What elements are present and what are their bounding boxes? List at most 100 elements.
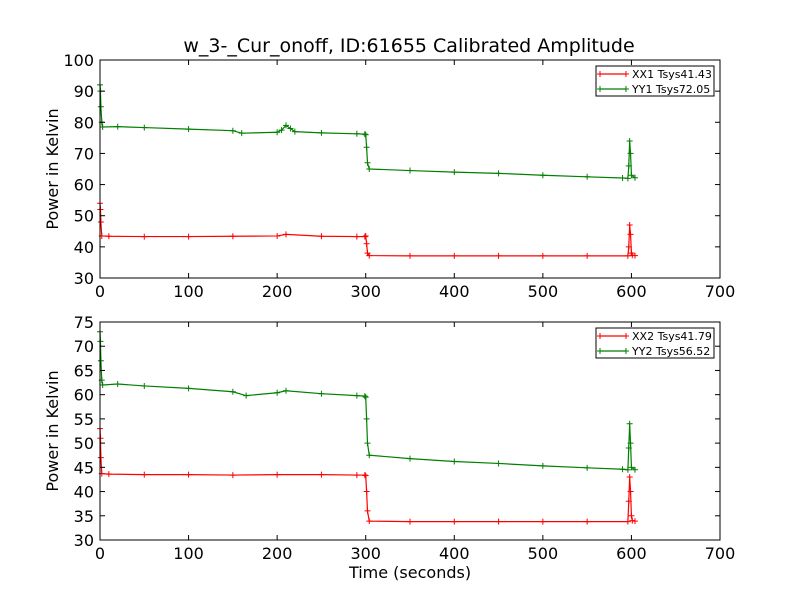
data-point — [141, 124, 148, 131]
x-tick-label: 600 — [616, 282, 647, 301]
legend-marker — [597, 333, 629, 339]
data-point — [627, 488, 634, 495]
data-point — [584, 464, 591, 471]
data-point — [238, 130, 245, 137]
data-point — [353, 392, 360, 399]
x-tick-label: 300 — [350, 544, 381, 563]
data-point — [407, 455, 413, 462]
legend: XX2 Tsys41.79 YY2 Tsys56.52 — [595, 327, 715, 359]
data-point — [539, 518, 546, 525]
series-2 — [97, 81, 638, 182]
data-point — [626, 222, 633, 229]
data-point — [353, 130, 360, 137]
x-tick-label: 700 — [705, 282, 736, 301]
data-point — [631, 252, 638, 259]
data-point — [495, 252, 502, 259]
panels: 0 100 200 300 400 500 600 70030405060708090100P… — [43, 51, 735, 582]
figure-title: w_3-_Cur_onoff, ID:61655 Calibrated Ampl… — [183, 35, 634, 57]
plot-frame — [99, 321, 721, 541]
y-tick-label: 50 — [74, 207, 94, 226]
data-point — [229, 472, 236, 479]
data-point — [364, 440, 371, 447]
data-point — [539, 462, 546, 469]
legend-label: YY2 Tsys56.52 — [631, 345, 710, 358]
data-point — [99, 123, 106, 130]
legend-marker — [597, 348, 629, 354]
x-tick-label: 300 — [350, 282, 381, 301]
data-point — [364, 507, 371, 514]
data-point — [99, 381, 106, 388]
data-point — [364, 159, 371, 166]
x-tick-label: 400 — [439, 544, 470, 563]
data-point — [451, 518, 458, 525]
data-point — [631, 174, 638, 181]
y-tick-label: 40 — [74, 238, 94, 257]
data-point — [114, 381, 121, 388]
data-point — [451, 458, 458, 465]
data-point — [627, 440, 634, 447]
x-tick-label: 700 — [705, 544, 736, 563]
data-point — [366, 252, 373, 259]
legend-marker — [597, 86, 629, 92]
x-tick-label: 600 — [616, 544, 647, 563]
panel-2: 0 100 200 300 400 500 600 700 30 35 40 45 50 55 60 65 70… — [43, 313, 735, 582]
data-point — [318, 471, 325, 478]
x-tick-label: 100 — [173, 282, 204, 301]
data-point — [619, 175, 626, 182]
data-point — [363, 240, 370, 247]
y-tick-label: 90 — [74, 82, 94, 101]
x-tick-label: 0 — [95, 282, 105, 301]
data-point — [451, 252, 458, 259]
data-point — [97, 357, 104, 364]
data-point — [141, 382, 148, 389]
series-line — [99, 428, 636, 523]
data-point — [539, 172, 546, 179]
y-tick-label: 75 — [74, 313, 94, 332]
y-tick-label: 40 — [74, 483, 94, 502]
data-point — [185, 126, 192, 133]
data-point — [105, 233, 112, 240]
legend-label: YY1 Tsys72.05 — [631, 83, 710, 96]
legend-label: XX2 Tsys41.79 — [632, 330, 712, 343]
y-tick-label: 70 — [74, 337, 94, 356]
data-point — [495, 460, 502, 467]
data-point — [283, 122, 289, 129]
data-point — [274, 232, 281, 239]
data-point — [185, 385, 192, 392]
data-point — [229, 127, 236, 134]
y-tick-label: 100 — [63, 51, 94, 70]
x-tick-label: 200 — [262, 282, 293, 301]
data-point — [361, 393, 368, 400]
y-tick-label: 70 — [74, 144, 94, 163]
series-1 — [97, 425, 638, 525]
data-point — [451, 169, 458, 176]
data-point — [114, 123, 121, 130]
data-point — [185, 471, 192, 478]
data-point — [624, 252, 631, 259]
data-point — [318, 129, 325, 136]
data-point — [318, 233, 325, 240]
legend-box — [595, 65, 715, 97]
data-point — [631, 466, 638, 473]
y-tick-label: 80 — [74, 113, 94, 132]
data-point — [495, 518, 502, 525]
data-point — [274, 471, 281, 478]
data-point — [366, 452, 373, 459]
data-point — [141, 471, 148, 478]
data-point — [141, 233, 148, 240]
data-point — [628, 512, 635, 519]
data-point — [625, 243, 632, 250]
data-point — [626, 420, 633, 427]
data-point — [366, 518, 373, 525]
data-point — [274, 389, 281, 396]
data-point — [105, 471, 112, 478]
x-tick-label: 100 — [173, 544, 204, 563]
y-axis-label: Power in Kelvin — [43, 108, 62, 229]
y-axis-label: Power in Kelvin — [43, 370, 62, 491]
data-point — [185, 233, 192, 240]
data-point — [628, 172, 635, 179]
data-point — [628, 464, 635, 471]
x-tick-label: 500 — [528, 544, 559, 563]
